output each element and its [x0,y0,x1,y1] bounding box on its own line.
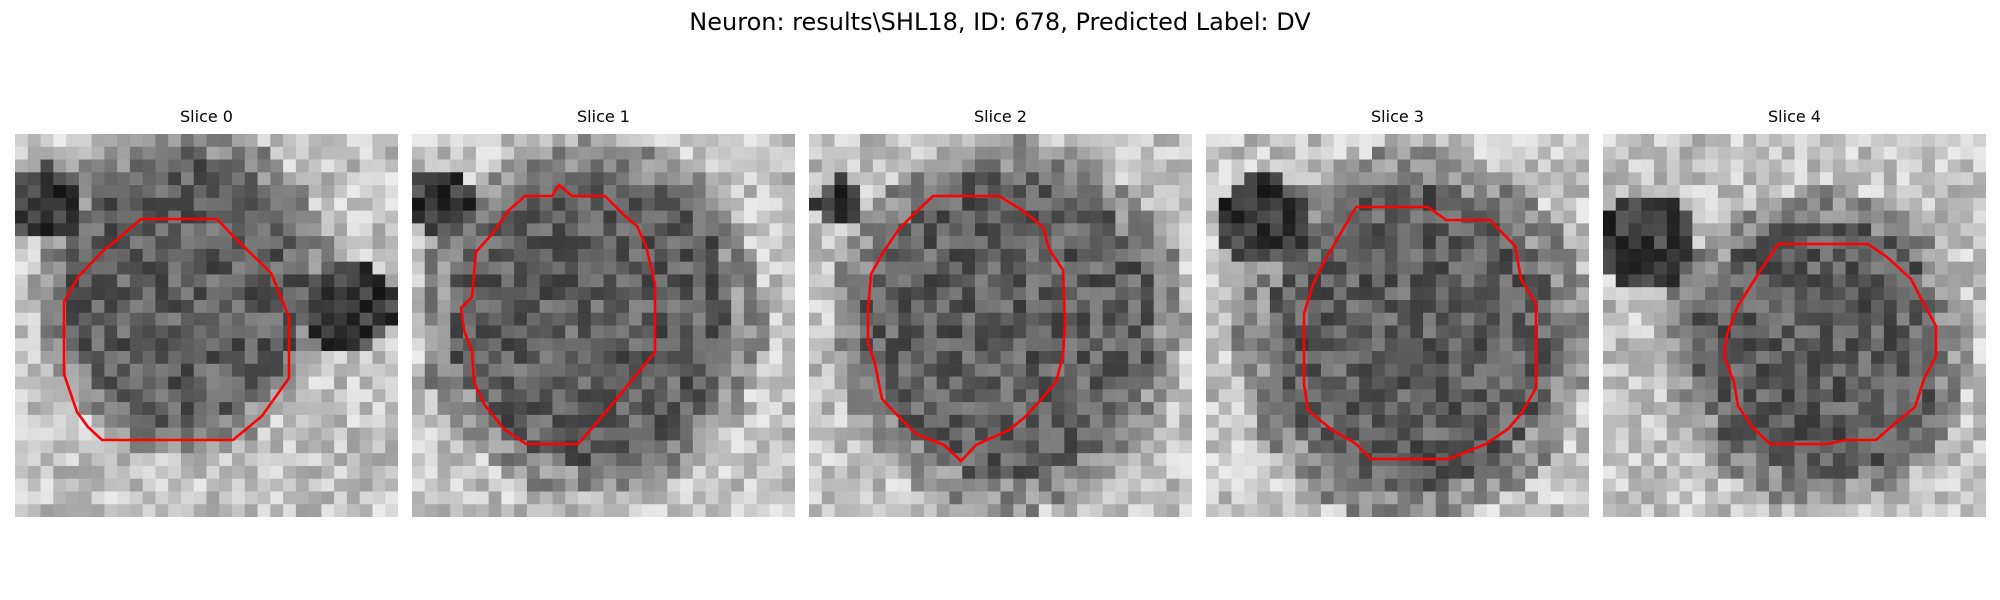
slice-title-0: Slice 0 [180,107,233,126]
slice-image-3 [1206,134,1589,517]
slice-contour-4 [1722,242,1938,446]
slice-title-1: Slice 1 [577,107,630,126]
slice-title-4: Slice 4 [1768,107,1821,126]
slice-pixels-2 [809,134,1192,517]
slice-image-1 [412,134,795,517]
slice-contour-3 [1302,205,1538,461]
slice-pixels-3 [1206,134,1589,517]
slice-image-4 [1603,134,1986,517]
slice-pixels-0 [15,134,398,517]
figure-title: Neuron: results\SHL18, ID: 678, Predicte… [689,8,1311,36]
slice-image-0 [15,134,398,517]
slice-title-2: Slice 2 [974,107,1027,126]
slice-pixels-1 [412,134,795,517]
slice-contour-0 [62,217,291,442]
slice-image-2 [809,134,1192,517]
slice-title-3: Slice 3 [1371,107,1424,126]
slice-pixels-4 [1603,134,1986,517]
slice-contour-1 [459,183,657,446]
slice-contour-2 [866,194,1067,463]
